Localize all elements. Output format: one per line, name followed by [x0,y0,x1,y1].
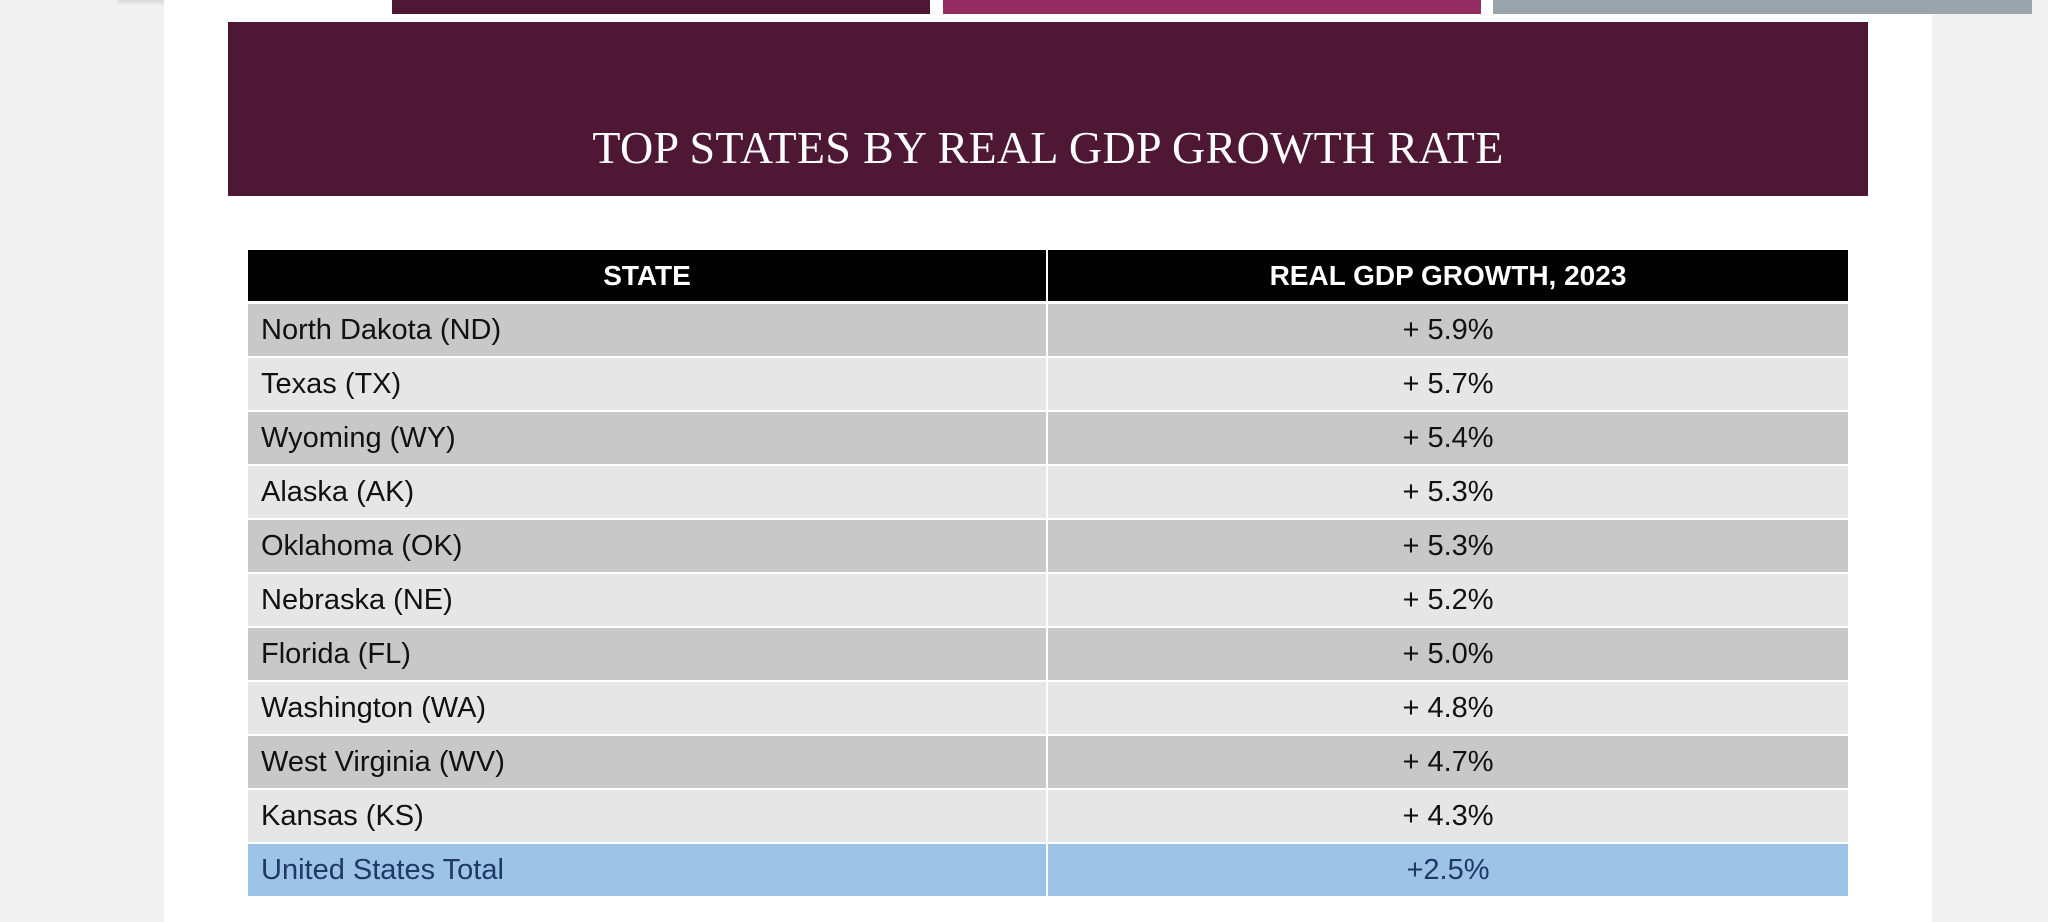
table-row: Texas (TX) + 5.7% [248,357,1848,412]
table-row: Alaska (AK) + 5.3% [248,465,1848,520]
growth-cell: + 5.9% [1046,302,1848,358]
growth-cell: + 4.7% [1046,735,1848,790]
growth-cell: + 5.3% [1046,465,1848,520]
table-row: North Dakota (ND) + 5.9% [248,302,1848,358]
growth-cell: + 4.3% [1046,789,1848,844]
state-cell: Alaska (AK) [248,465,1047,520]
growth-cell: + 5.2% [1046,573,1848,628]
total-growth-cell: +2.5% [1046,843,1848,896]
title-banner: TOP STATES BY REAL GDP GROWTH RATE [228,22,1868,196]
header-growth: REAL GDP GROWTH, 2023 [1046,250,1848,304]
state-cell: Wyoming (WY) [248,411,1047,466]
accent-bar-dark [392,0,930,14]
state-cell: Nebraska (NE) [248,573,1047,628]
table-header-row: STATE REAL GDP GROWTH, 2023 [248,250,1848,304]
table-row: Washington (WA) + 4.8% [248,681,1848,736]
table-row: Florida (FL) + 5.0% [248,627,1848,682]
growth-cell: + 5.0% [1046,627,1848,682]
growth-cell: + 5.4% [1046,411,1848,466]
state-cell: West Virginia (WV) [248,735,1047,790]
table-row: Wyoming (WY) + 5.4% [248,411,1848,466]
growth-cell: + 5.7% [1046,357,1848,412]
table-row: Oklahoma (OK) + 5.3% [248,519,1848,574]
accent-bar-magenta [943,0,1481,14]
state-cell: Washington (WA) [248,681,1047,736]
state-cell: Oklahoma (OK) [248,519,1047,574]
state-cell: North Dakota (ND) [248,302,1047,358]
slide-title: TOP STATES BY REAL GDP GROWTH RATE [592,122,1504,173]
state-cell: Florida (FL) [248,627,1047,682]
state-cell: Kansas (KS) [248,789,1047,844]
table-row: Nebraska (NE) + 5.2% [248,573,1848,628]
header-state: STATE [248,250,1047,304]
growth-cell: + 5.3% [1046,519,1848,574]
state-cell: Texas (TX) [248,357,1047,412]
total-state-cell: United States Total [248,843,1047,896]
accent-bar-gray [1493,0,2032,14]
growth-cell: + 4.8% [1046,681,1848,736]
table-row: West Virginia (WV) + 4.7% [248,735,1848,790]
gdp-growth-table: STATE REAL GDP GROWTH, 2023 North Dakota… [248,250,1848,896]
total-row: United States Total +2.5% [248,843,1848,896]
table-row: Kansas (KS) + 4.3% [248,789,1848,844]
